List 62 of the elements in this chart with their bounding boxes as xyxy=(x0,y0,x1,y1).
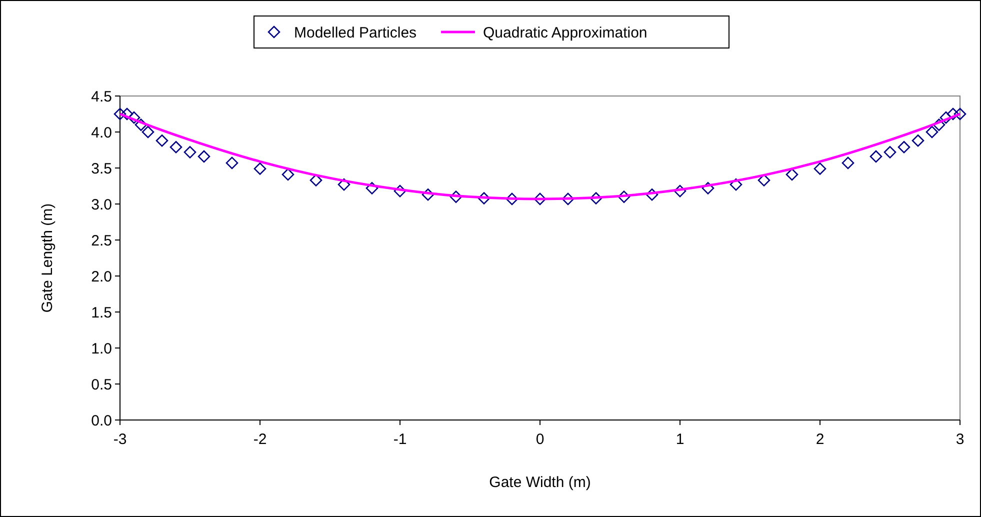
point xyxy=(170,140,182,154)
point xyxy=(786,168,798,181)
point xyxy=(120,108,134,120)
point xyxy=(870,150,882,163)
point xyxy=(282,168,294,181)
point xyxy=(534,192,546,206)
point xyxy=(134,118,148,131)
point xyxy=(506,192,518,206)
x-tick-label: 1 xyxy=(676,431,684,448)
point xyxy=(450,190,462,203)
point xyxy=(926,126,938,138)
point xyxy=(184,146,196,158)
point xyxy=(842,156,854,170)
x-tick-label: -2 xyxy=(253,431,267,448)
point xyxy=(254,162,266,175)
point xyxy=(814,162,826,175)
point xyxy=(142,126,154,138)
legend-label: Modelled Particles xyxy=(294,24,417,42)
point xyxy=(730,178,742,191)
x-tick-label: 2 xyxy=(816,431,824,448)
x-tick-label: -3 xyxy=(113,431,127,448)
point xyxy=(198,150,210,163)
y-tick-label: 2.0 xyxy=(91,268,112,286)
y-tick-label: 0.5 xyxy=(91,376,112,394)
point xyxy=(310,174,322,186)
x-axis-title: Gate Width (m) xyxy=(489,474,591,491)
y-tick-label: 4.5 xyxy=(91,88,112,106)
point xyxy=(394,184,406,198)
y-tick-label: 3.5 xyxy=(91,160,112,178)
point xyxy=(946,108,960,120)
point xyxy=(590,192,602,204)
y-tick-label: 3.0 xyxy=(91,196,112,214)
point xyxy=(884,146,896,158)
x-tick-label: -1 xyxy=(393,431,407,448)
y-axis-title: Gate Length (m) xyxy=(39,203,56,313)
point xyxy=(366,182,378,194)
point xyxy=(940,111,952,124)
y-tick-label: 0.0 xyxy=(91,412,112,430)
point xyxy=(758,174,770,186)
point xyxy=(898,140,910,154)
y-tick-label: 2.5 xyxy=(91,232,112,250)
point xyxy=(156,134,168,147)
point xyxy=(114,108,126,120)
point xyxy=(912,134,924,147)
point xyxy=(226,156,238,170)
point xyxy=(478,192,490,204)
point xyxy=(646,188,658,201)
point xyxy=(128,111,140,124)
y-tick-label: 1.0 xyxy=(91,340,112,358)
y-tick-label: 1.5 xyxy=(91,304,112,322)
point xyxy=(618,190,630,203)
point xyxy=(562,192,574,206)
point xyxy=(422,188,434,201)
y-tick-label: 4.0 xyxy=(91,124,112,142)
point xyxy=(702,182,714,194)
legend-label: Quadratic Approximation xyxy=(483,24,648,42)
point xyxy=(932,118,946,131)
x-tick-label: 0 xyxy=(536,431,544,448)
x-tick-label: 3 xyxy=(956,431,964,448)
point xyxy=(674,184,686,198)
point xyxy=(954,108,966,120)
point xyxy=(338,178,350,191)
